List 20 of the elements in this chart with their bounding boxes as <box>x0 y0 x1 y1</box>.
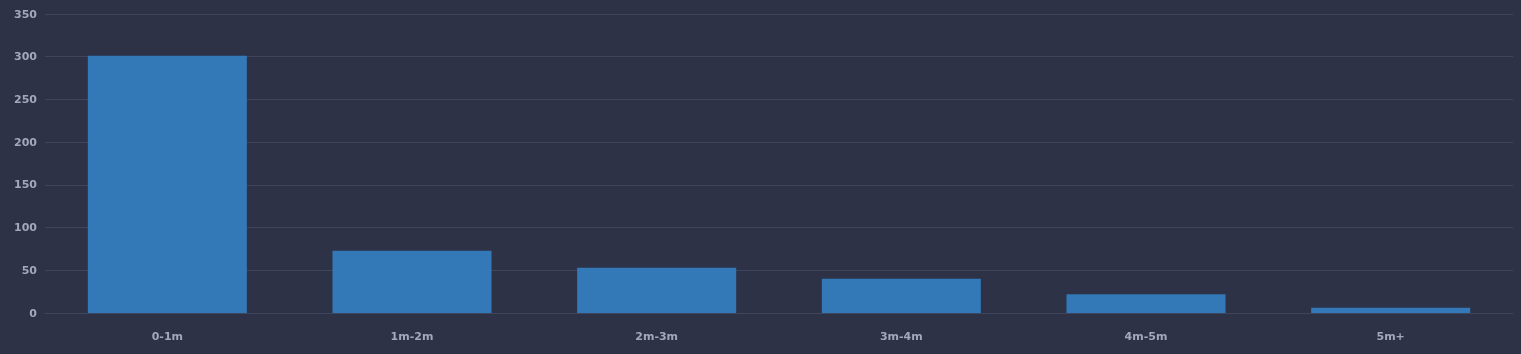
x-tick-label: 5m+ <box>1376 330 1405 343</box>
y-tick-label: 350 <box>14 7 38 21</box>
x-tick-label: 3m-4m <box>879 330 923 343</box>
y-tick-label: 250 <box>14 92 38 106</box>
bar <box>87 55 247 313</box>
x-tick-label: 0-1m <box>151 330 184 343</box>
x-tick-label: 1m-2m <box>390 330 434 343</box>
y-tick-label: 300 <box>14 50 38 64</box>
x-tick-label: 4m-5m <box>1124 330 1168 343</box>
x-tick-label: 2m-3m <box>635 330 679 343</box>
y-tick-label: 150 <box>14 178 38 192</box>
bar <box>332 250 492 313</box>
y-tick-label: 100 <box>14 221 38 235</box>
y-tick-label: 0 <box>29 306 38 320</box>
bar <box>1311 307 1471 313</box>
y-tick-label: 50 <box>21 263 38 277</box>
bar <box>577 267 737 313</box>
bar <box>821 278 981 313</box>
bar <box>1066 294 1226 313</box>
y-tick-label: 200 <box>14 135 38 149</box>
